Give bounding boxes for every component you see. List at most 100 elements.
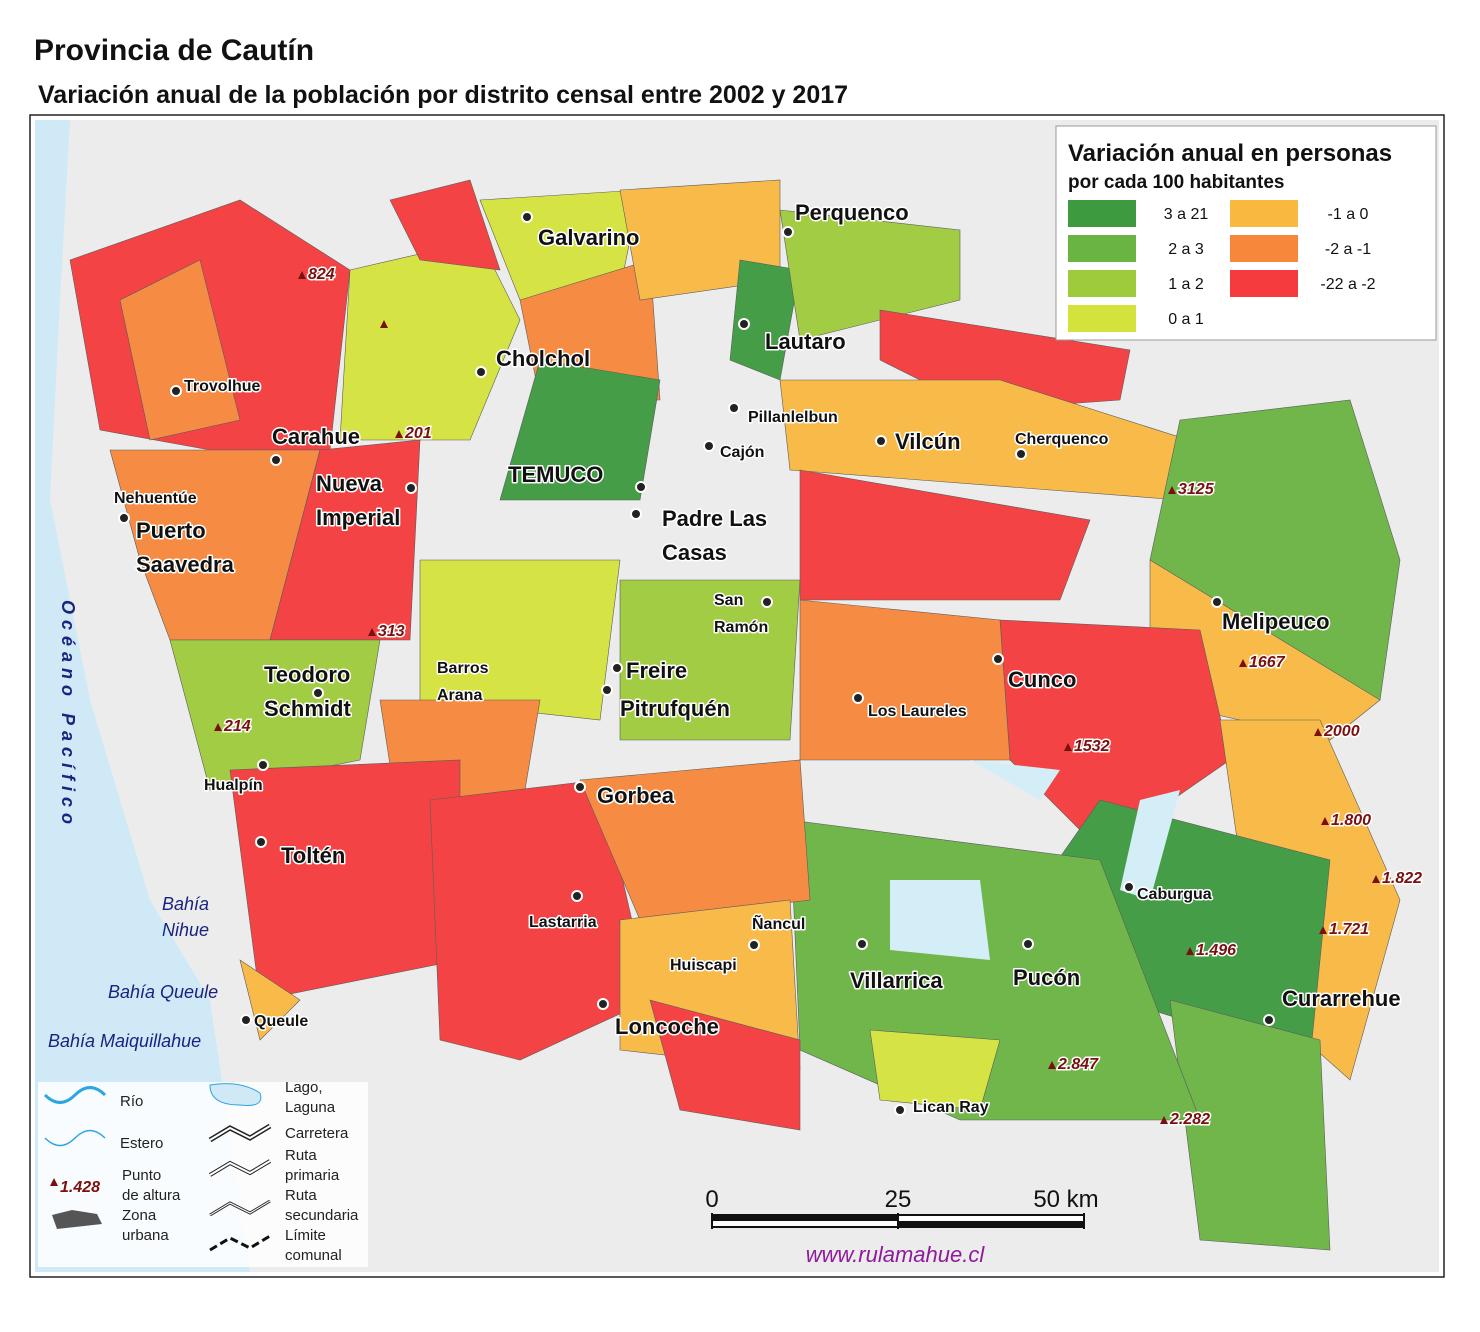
- symbol-label: Zona: [122, 1207, 157, 1224]
- town-dot: [852, 692, 864, 704]
- town-dot: [738, 318, 750, 330]
- place-label: Saavedra: [136, 552, 235, 577]
- peak-marker: [298, 271, 306, 279]
- symbol-label: Ruta: [285, 1187, 317, 1204]
- town-dot: [240, 1014, 252, 1026]
- place-label: Lautaro: [765, 329, 846, 354]
- legend-label: 1 a 2: [1168, 276, 1204, 293]
- legend-label: 0 a 1: [1168, 311, 1204, 328]
- place-label: Casas: [662, 540, 727, 565]
- town-dot: [1015, 448, 1027, 460]
- peak-marker: [1160, 1116, 1168, 1124]
- town-dot: [574, 781, 586, 793]
- place-label: Pucón: [1013, 965, 1080, 990]
- place-label: Schmidt: [264, 696, 351, 721]
- legend-swatch: [1068, 235, 1136, 262]
- scale-segment: [898, 1221, 1084, 1227]
- place-label: Freire: [626, 658, 687, 683]
- place-label: Padre Las: [662, 506, 767, 531]
- legend-swatch: [1230, 270, 1298, 297]
- peak-marker: [1168, 486, 1176, 494]
- elevation-label: 1.496: [1196, 942, 1236, 959]
- legend-title: Variación anual en personas: [1068, 140, 1392, 167]
- legend-label: -1 a 0: [1328, 206, 1369, 223]
- water-label: Bahía: [162, 894, 209, 914]
- place-label: TEMUCO: [508, 462, 603, 487]
- peak-marker: [368, 628, 376, 636]
- town-dot: [1263, 1014, 1275, 1026]
- town-dot: [894, 1104, 906, 1116]
- legend-swatch: [1068, 270, 1136, 297]
- elevation-label: 1532: [1074, 738, 1110, 755]
- town-dot: [118, 512, 130, 524]
- water-label: Bahía Queule: [108, 982, 218, 1002]
- place-label: Curarrehue: [1282, 986, 1401, 1011]
- town-dot: [1022, 938, 1034, 950]
- peak-marker: [1239, 659, 1247, 667]
- town-dot: [405, 482, 417, 494]
- scale-label: 50 km: [1033, 1186, 1098, 1213]
- place-label: Loncoche: [615, 1014, 719, 1039]
- town-dot: [611, 662, 623, 674]
- symbol-label: Punto: [122, 1167, 161, 1184]
- subtitle: Variación anual de la población por dist…: [38, 81, 848, 109]
- town-dot: [255, 836, 267, 848]
- peak-marker: [1048, 1061, 1056, 1069]
- place-label: Queule: [254, 1013, 308, 1030]
- legend-label: -2 a -1: [1325, 241, 1371, 258]
- place-label: Lastarria: [529, 914, 597, 931]
- place-label: Teodoro: [264, 662, 350, 687]
- symbol-label: Río: [120, 1093, 143, 1110]
- elevation-label: 2.847: [1057, 1056, 1099, 1073]
- town-dot: [521, 211, 533, 223]
- symbol-label: de altura: [122, 1187, 181, 1204]
- legend-swatch: [1068, 305, 1136, 332]
- symbol-example: 1.428: [60, 1179, 100, 1196]
- scale-segment: [712, 1215, 898, 1221]
- elevation-label: 313: [378, 623, 405, 640]
- place-label: Melipeuco: [1222, 609, 1330, 634]
- symbol-label: Estero: [120, 1135, 163, 1152]
- scale-label: 0: [705, 1186, 718, 1213]
- place-label: Carahue: [272, 424, 360, 449]
- legend-label: 3 a 21: [1164, 206, 1209, 223]
- elevation-label: 214: [223, 718, 251, 735]
- symbol-label: Laguna: [285, 1099, 336, 1116]
- town-dot: [748, 939, 760, 951]
- water-label: Nihue: [162, 920, 209, 940]
- symbol-legend: Río Estero Punto de altura 1.428 Zona urbana La…: [38, 1079, 368, 1267]
- town-dot: [761, 596, 773, 608]
- town-dot: [597, 998, 609, 1010]
- place-label: Cholchol: [496, 346, 590, 371]
- place-label: San: [714, 592, 743, 609]
- symbol-label: Límite: [285, 1227, 326, 1244]
- place-label: Ramón: [714, 619, 768, 636]
- ocean-label: Océano Pacífico: [58, 600, 78, 830]
- symbol-label: Ruta: [285, 1147, 317, 1164]
- peak-marker: [214, 723, 222, 731]
- elevation-label: 2000: [1323, 723, 1360, 740]
- peak-marker: [1321, 817, 1329, 825]
- town-dot: [571, 890, 583, 902]
- symbol-label: comunal: [285, 1247, 342, 1264]
- peak-marker: [380, 320, 388, 328]
- elevation-label: 2.282: [1169, 1111, 1210, 1128]
- place-label: Vilcún: [895, 429, 961, 454]
- legend-subtitle: por cada 100 habitantes: [1068, 172, 1284, 193]
- legend-swatch: [1230, 235, 1298, 262]
- symbol-label: urbana: [122, 1227, 169, 1244]
- town-dot: [856, 938, 868, 950]
- peak-marker: [1186, 947, 1194, 955]
- legend-swatch: [1068, 200, 1136, 227]
- elevation-label: 1.800: [1331, 812, 1371, 829]
- scale-label: 25: [885, 1186, 912, 1213]
- place-label: Lican Ray: [913, 1099, 989, 1116]
- place-label: Cunco: [1008, 667, 1076, 692]
- place-label: Villarrica: [850, 968, 943, 993]
- symbol-label: Lago,: [285, 1079, 323, 1096]
- peak-marker: [1319, 926, 1327, 934]
- legend-swatch: [1230, 200, 1298, 227]
- place-label: Nueva: [316, 471, 383, 496]
- place-label: Galvarino: [538, 225, 639, 250]
